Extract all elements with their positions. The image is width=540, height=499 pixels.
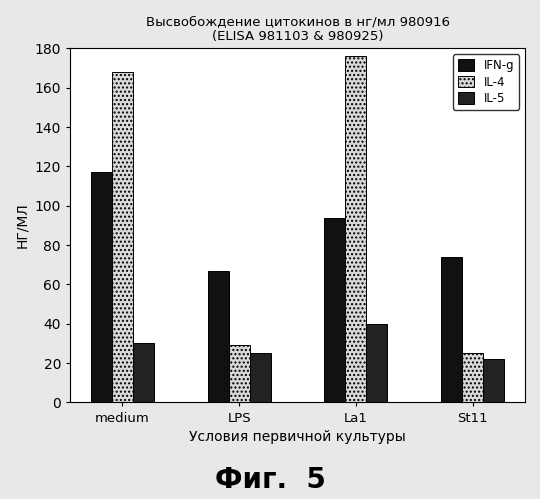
Bar (133, 343, 154, 403)
Bar (346, 56, 367, 403)
Bar (207, 270, 228, 403)
Bar (91, 172, 112, 403)
Legend: IFN-g, IL-4, IL-5: IFN-g, IL-4, IL-5 (453, 54, 519, 110)
Bar (441, 257, 462, 403)
Bar (249, 353, 271, 403)
Bar (483, 359, 504, 403)
Y-axis label: НГ/МЛ: НГ/МЛ (15, 203, 29, 249)
Bar (462, 353, 483, 403)
Bar (367, 324, 388, 403)
Bar (112, 72, 133, 403)
Title: Высвобождение цитокинов в нг/мл 980916
(ELISA 981103 & 980925): Высвобождение цитокинов в нг/мл 980916 (… (146, 15, 449, 43)
Bar (325, 218, 346, 403)
X-axis label: Условия первичной культуры: Условия первичной культуры (189, 430, 406, 444)
Bar (228, 345, 249, 403)
Text: Фиг.  5: Фиг. 5 (214, 466, 326, 494)
